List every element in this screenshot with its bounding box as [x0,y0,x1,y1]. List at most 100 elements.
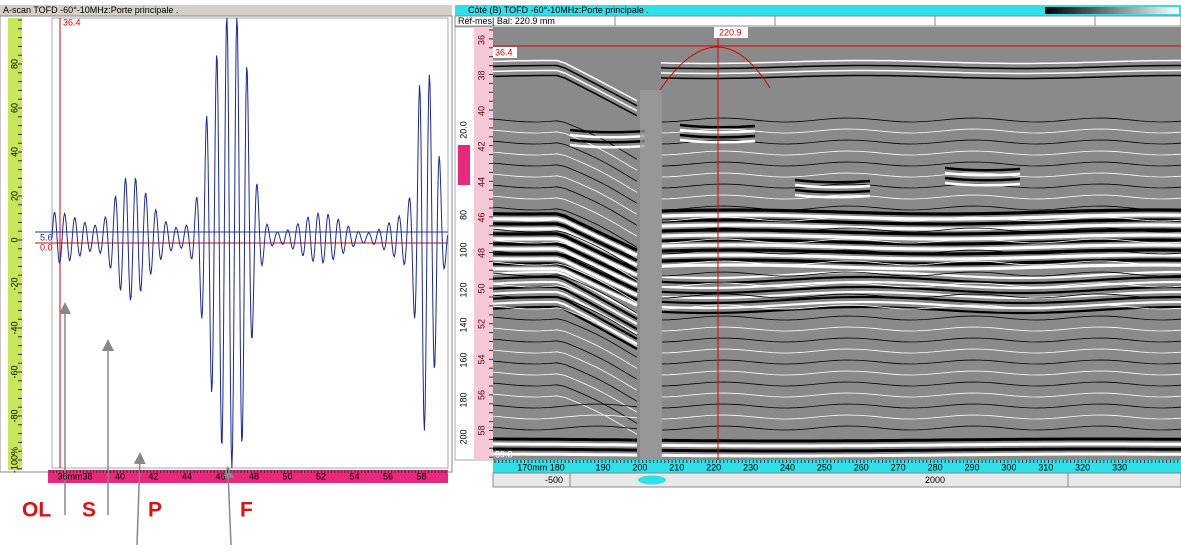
b-scan-band [492,117,1181,160]
b-scan-image [492,27,1181,460]
b-scan-x-label: 330 [1112,462,1127,472]
b-scan-echo [569,133,646,139]
b-scan-x-label: 320 [1075,462,1090,472]
annotation: S [82,499,96,522]
annotation: OL [22,499,51,522]
b-scan-x-label: 290 [964,462,979,472]
a-scan-y-label: 60 [9,103,19,113]
depth-label: 56 [476,390,486,400]
b-scan-x-label: 250 [817,462,832,472]
b-scan-band [492,304,1181,347]
b-scan-info: Réf-mes| Bal: 220.9 mm [458,16,555,26]
b-scan-band [492,263,1181,307]
a-scan-y-label: 40 [9,147,19,157]
b-scan-band [492,223,1181,267]
b-scan-bottom-label: 59.8 [495,449,513,459]
a-scan-title-bar [0,5,452,16]
b-scan-echo [944,166,1021,172]
depth-label: 50 [476,283,486,293]
a-scan-x-label: 58 [416,471,426,481]
b-scan-band [492,228,1181,272]
b-scan-info-bar [454,15,1181,27]
a-scan-y-label: 20 [9,191,19,201]
b-scan-band [492,172,1181,215]
b-scan-band [492,285,1181,330]
b-scan-band [492,381,1181,424]
b-scan-band [492,233,1181,277]
a-scan-y-label: -20 [9,277,19,290]
amp-label: 140 [458,317,468,332]
a-scan-x-label: 48 [249,471,259,481]
b-scan-x-label: 170mm 180 [517,462,565,472]
b-scan-band [492,425,1181,431]
b-scan-panel: Côté (B) TOFD -60°-10MHz:Porte principal… [454,5,1181,488]
b-scan-band [492,293,1181,336]
amp-label: 100 [458,242,468,257]
a-scan-x-ruler [48,470,448,483]
scan-scroll-bar[interactable] [492,472,1181,488]
a-scan-y-label: 0 [9,237,19,242]
b-scan-band [492,59,1181,102]
b-scan-band [492,392,1181,435]
b-scan-echo [794,183,871,189]
a-scan-waveform [51,17,448,469]
b-scan-band [492,249,1181,292]
amp-label: 160 [458,352,468,367]
amp-label: 200 [458,429,468,444]
b-scan-band [492,238,1181,281]
depth-label: 42 [476,141,486,151]
a-scan-x-label: 42 [148,471,158,481]
hyperbola-fit [659,46,771,91]
a-scan-y-label: -60 [9,365,19,378]
b-scan-echo [944,176,1021,182]
a-scan-x-label: 52 [316,471,326,481]
scroll-thumb[interactable] [638,475,666,485]
a-scan-x-label: 40 [115,471,125,481]
b-scan-echo [944,171,1021,177]
b-scan-band [492,326,1181,369]
a-scan-x-label: 46 [215,471,225,481]
b-scan-band [492,243,1181,287]
depth-label: 46 [476,212,486,222]
a-scan-y-label: 80 [9,59,19,69]
scale-label: 2000 [925,475,945,485]
b-scan-band [492,275,1181,320]
b-scan-band [492,205,1181,248]
gain-slider[interactable] [458,145,470,185]
b-scan-band [492,69,1181,112]
b-scan-band [492,64,1181,107]
a-scan-ref-label: 0.0 [40,242,53,252]
a-scan-x-label: 54 [349,471,359,481]
b-scan-x-label: 230 [743,462,758,472]
a-scan-cursor-label: 36.4 [63,17,81,27]
a-scan-y-label: -40 [9,321,19,334]
b-scan-band [492,194,1181,237]
b-scan-echo [794,193,871,199]
a-scan-y-label: -80 [9,409,19,422]
b-scan-band [492,208,1181,252]
annotation-arrows [59,302,235,546]
annotation: P [148,499,162,522]
b-scan-echo [679,138,756,144]
b-scan-band [492,370,1181,413]
b-scan-band [492,218,1181,262]
b-scan-band [492,290,1181,335]
b-scan-cursor-y-label: 36.4 [495,47,513,57]
b-scan-cursor-x-label: 220.9 [719,27,742,37]
b-scan-band [492,183,1181,226]
depth-label: 58 [476,425,486,435]
b-scan-band [492,253,1181,297]
b-scan-band [492,161,1181,204]
b-scan-x-label: 310 [1038,462,1053,472]
b-scan-band [492,414,1181,420]
b-scan-echo [569,128,646,134]
b-scan-band [492,280,1181,325]
b-scan-band [492,260,1181,303]
b-scan-echo [679,123,756,129]
b-scan-echo [794,178,871,184]
a-scan-ref-label: 5.6 [40,232,53,242]
depth-label: 44 [476,177,486,187]
b-scan-x-label: 220 [706,462,721,472]
scale-label: -500 [545,475,563,485]
